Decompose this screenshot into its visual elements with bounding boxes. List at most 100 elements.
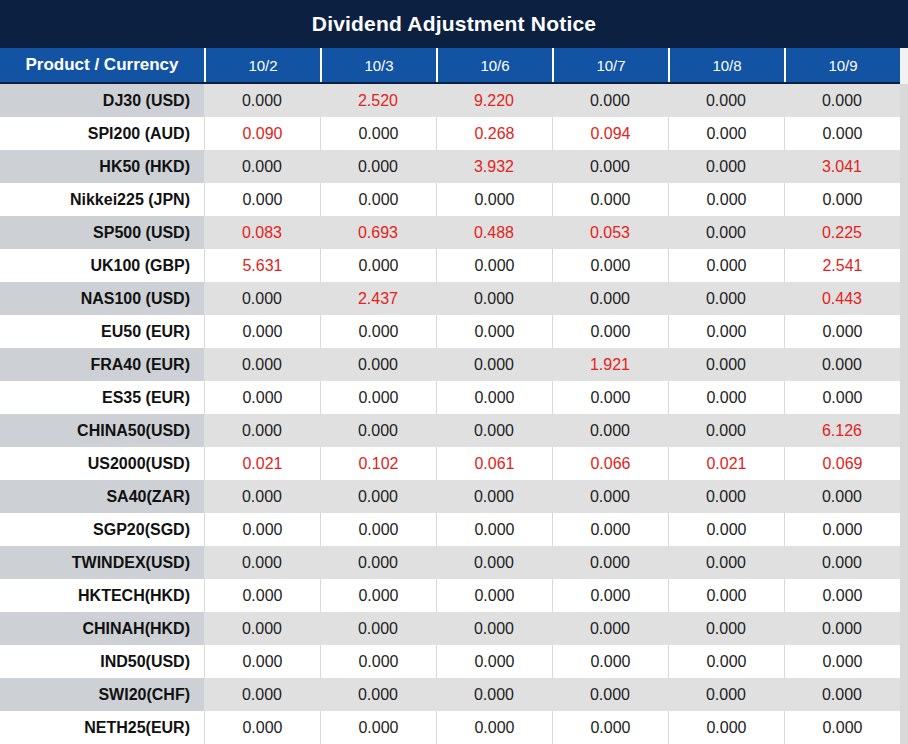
- date-column-header: 10/3: [320, 48, 436, 82]
- product-cell: TWINDEX(USD): [0, 546, 204, 579]
- table-row: EU50 (EUR)0.0000.0000.0000.0000.0000.000: [0, 315, 900, 348]
- product-cell: SWI20(CHF): [0, 678, 204, 711]
- value-cell: 0.000: [784, 513, 900, 546]
- value-cell: 0.000: [668, 84, 784, 117]
- table-row: SWI20(CHF)0.0000.0000.0000.0000.0000.000: [0, 678, 900, 711]
- table-row: CHINAH(HKD)0.0000.0000.0000.0000.0000.00…: [0, 612, 900, 645]
- product-cell: Nikkei225 (JPN): [0, 183, 204, 216]
- value-cell: 0.268: [436, 117, 552, 150]
- value-cell: 0.000: [320, 315, 436, 348]
- value-cell: 0.000: [784, 612, 900, 645]
- value-cell: 0.000: [784, 84, 900, 117]
- value-cell: 0.000: [204, 711, 320, 744]
- value-cell: 0.000: [552, 315, 668, 348]
- table-row: NETH25(EUR)0.0000.0000.0000.0000.0000.00…: [0, 711, 900, 744]
- value-cell: 0.000: [204, 480, 320, 513]
- value-cell: 0.066: [552, 447, 668, 480]
- value-cell: 0.000: [320, 480, 436, 513]
- value-cell: 0.000: [552, 579, 668, 612]
- value-cell: 0.000: [204, 678, 320, 711]
- value-cell: 0.000: [204, 84, 320, 117]
- page-title: Dividend Adjustment Notice: [0, 0, 908, 48]
- product-currency-column-header: Product / Currency: [0, 48, 204, 82]
- value-cell: 0.000: [204, 579, 320, 612]
- value-cell: 0.000: [320, 414, 436, 447]
- value-cell: 0.000: [552, 282, 668, 315]
- value-cell: 1.921: [552, 348, 668, 381]
- value-cell: 0.000: [552, 249, 668, 282]
- value-cell: 0.000: [204, 612, 320, 645]
- value-cell: 0.000: [784, 645, 900, 678]
- right-gutter: [900, 48, 908, 744]
- value-cell: 0.000: [552, 84, 668, 117]
- value-cell: 0.000: [552, 150, 668, 183]
- value-cell: 0.000: [320, 150, 436, 183]
- value-cell: 0.000: [668, 249, 784, 282]
- value-cell: 0.000: [436, 645, 552, 678]
- right-gutter-body: [900, 84, 908, 744]
- value-cell: 0.000: [552, 414, 668, 447]
- product-cell: IND50(USD): [0, 645, 204, 678]
- value-cell: 0.000: [204, 183, 320, 216]
- value-cell: 0.000: [436, 183, 552, 216]
- product-cell: US2000(USD): [0, 447, 204, 480]
- table-row: DJ30 (USD)0.0002.5209.2200.0000.0000.000: [0, 84, 900, 117]
- value-cell: 0.000: [668, 678, 784, 711]
- value-cell: 3.932: [436, 150, 552, 183]
- value-cell: 0.000: [784, 546, 900, 579]
- value-cell: 0.021: [204, 447, 320, 480]
- value-cell: 0.000: [320, 645, 436, 678]
- table-row: ES35 (EUR)0.0000.0000.0000.0000.0000.000: [0, 381, 900, 414]
- table-row: SPI200 (AUD)0.0900.0000.2680.0940.0000.0…: [0, 117, 900, 150]
- value-cell: 0.083: [204, 216, 320, 249]
- value-cell: 2.520: [320, 84, 436, 117]
- value-cell: 9.220: [436, 84, 552, 117]
- date-column-header: 10/6: [436, 48, 552, 82]
- value-cell: 0.000: [436, 546, 552, 579]
- value-cell: 0.000: [204, 150, 320, 183]
- value-cell: 0.000: [436, 612, 552, 645]
- value-cell: 0.000: [204, 546, 320, 579]
- product-cell: HKTECH(HKD): [0, 579, 204, 612]
- table-row: IND50(USD)0.0000.0000.0000.0000.0000.000: [0, 645, 900, 678]
- table-row: HK50 (HKD)0.0000.0003.9320.0000.0003.041: [0, 150, 900, 183]
- value-cell: 0.000: [552, 480, 668, 513]
- value-cell: 5.631: [204, 249, 320, 282]
- value-cell: 0.000: [204, 348, 320, 381]
- dividend-table: Product / Currency10/210/310/610/710/810…: [0, 48, 900, 744]
- table-body: DJ30 (USD)0.0002.5209.2200.0000.0000.000…: [0, 84, 900, 744]
- value-cell: 0.000: [784, 381, 900, 414]
- value-cell: 0.000: [668, 480, 784, 513]
- value-cell: 0.061: [436, 447, 552, 480]
- value-cell: 0.000: [320, 348, 436, 381]
- value-cell: 0.000: [552, 381, 668, 414]
- value-cell: 0.053: [552, 216, 668, 249]
- table-row: SGP20(SGD)0.0000.0000.0000.0000.0000.000: [0, 513, 900, 546]
- product-cell: NAS100 (USD): [0, 282, 204, 315]
- date-column-header: 10/2: [204, 48, 320, 82]
- value-cell: 0.000: [668, 612, 784, 645]
- value-cell: 0.000: [668, 216, 784, 249]
- product-cell: DJ30 (USD): [0, 84, 204, 117]
- product-cell: ES35 (EUR): [0, 381, 204, 414]
- value-cell: 0.094: [552, 117, 668, 150]
- value-cell: 0.000: [436, 711, 552, 744]
- value-cell: 0.000: [668, 282, 784, 315]
- product-cell: FRA40 (EUR): [0, 348, 204, 381]
- value-cell: 0.000: [668, 513, 784, 546]
- value-cell: 0.000: [436, 315, 552, 348]
- value-cell: 0.000: [320, 546, 436, 579]
- value-cell: 0.102: [320, 447, 436, 480]
- value-cell: 0.000: [204, 645, 320, 678]
- value-cell: 0.000: [668, 381, 784, 414]
- value-cell: 0.000: [436, 348, 552, 381]
- value-cell: 0.000: [320, 183, 436, 216]
- value-cell: 0.000: [668, 183, 784, 216]
- value-cell: 0.000: [320, 711, 436, 744]
- value-cell: 0.000: [668, 348, 784, 381]
- right-gutter-top: [900, 48, 908, 84]
- value-cell: 0.000: [784, 183, 900, 216]
- value-cell: 0.000: [668, 579, 784, 612]
- value-cell: 0.000: [552, 612, 668, 645]
- value-cell: 0.000: [320, 117, 436, 150]
